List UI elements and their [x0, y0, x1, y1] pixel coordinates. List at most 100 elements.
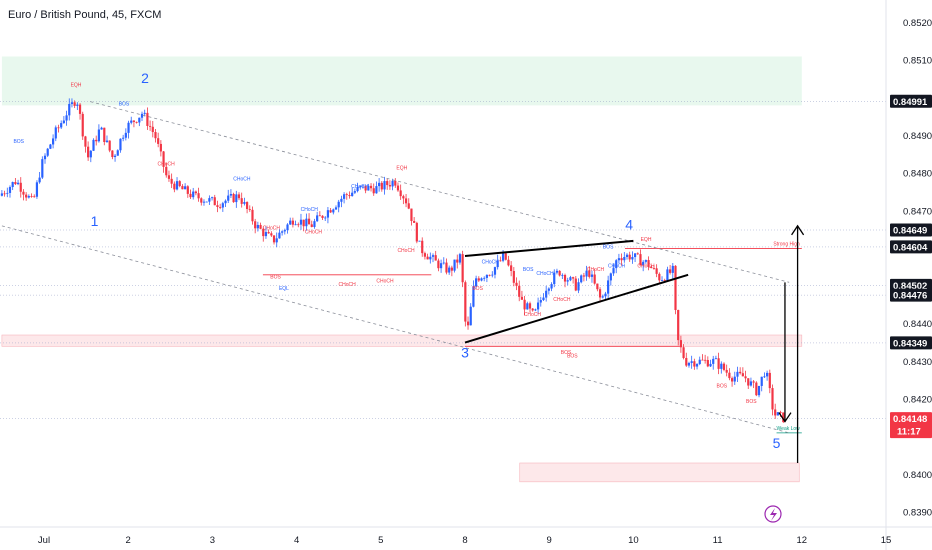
lightning-icon-bolt — [770, 508, 777, 521]
candle — [73, 100, 76, 109]
candle-body — [289, 220, 292, 225]
candle — [644, 259, 647, 264]
candle — [307, 213, 311, 225]
candle — [186, 185, 189, 198]
candle-body — [483, 277, 486, 279]
candle-body — [555, 270, 559, 273]
candle — [275, 232, 278, 248]
tag-last-price[interactable]: 0.84148 11:17 — [890, 412, 932, 439]
candle-body — [205, 201, 208, 203]
candle — [402, 194, 405, 205]
candle — [297, 222, 300, 228]
channel-bottom — [1, 225, 790, 434]
candle-body — [307, 218, 311, 225]
candle — [22, 189, 25, 201]
candle-body — [766, 372, 769, 377]
candle — [596, 283, 599, 292]
candle — [472, 280, 475, 308]
candle — [299, 213, 303, 230]
candle — [351, 187, 354, 197]
candle — [122, 134, 125, 142]
candle — [623, 252, 626, 263]
candle — [736, 366, 739, 383]
candle — [170, 173, 173, 189]
tag-price-3[interactable]: 0.84604 — [890, 240, 932, 254]
tag-price-1[interactable]: 0.84991 — [890, 94, 932, 108]
candle — [536, 297, 540, 315]
candle — [439, 259, 443, 273]
candle-body — [89, 150, 92, 158]
candle-body — [633, 253, 637, 258]
candle-body — [585, 270, 588, 277]
time-axis[interactable]: Jul 2 3 4 5 8 9 10 11 12 15 — [0, 526, 932, 546]
candle — [49, 143, 52, 150]
tag-price-6[interactable]: 0.84349 — [890, 336, 932, 350]
candle-body — [768, 372, 771, 389]
candle — [11, 181, 14, 191]
target-up-arrow-head — [791, 224, 805, 236]
candle — [372, 183, 375, 196]
candle — [289, 217, 292, 226]
candle — [340, 195, 343, 208]
candle-body — [159, 143, 162, 152]
candle-body — [162, 151, 165, 167]
candle — [485, 274, 488, 283]
candle — [747, 378, 750, 390]
target-zone — [519, 462, 800, 483]
candle — [119, 138, 122, 153]
candle-body — [192, 191, 195, 198]
candle — [84, 135, 87, 153]
candle — [380, 181, 383, 192]
candle — [208, 195, 211, 205]
candle — [375, 181, 378, 194]
smc-label-choch: CHoCH — [263, 226, 281, 232]
candle — [660, 276, 664, 282]
candle-body — [566, 280, 569, 282]
candle — [760, 376, 763, 392]
candle-body — [11, 182, 14, 188]
candle-body — [224, 200, 227, 204]
candle — [0, 190, 3, 197]
candle — [741, 367, 744, 377]
candle — [30, 193, 33, 198]
candle-body — [342, 194, 346, 199]
candle-body — [679, 340, 682, 348]
candle-body — [730, 378, 734, 382]
candle-body — [310, 224, 313, 227]
candle — [321, 215, 324, 220]
candle — [453, 259, 456, 273]
candle — [157, 132, 160, 148]
candle — [642, 260, 645, 272]
candle-body — [588, 270, 591, 277]
tag-price-5[interactable]: 0.84476 — [890, 288, 932, 302]
candle-body — [466, 321, 470, 326]
candle-body — [132, 120, 136, 122]
candle-body — [510, 265, 513, 271]
candle-body — [609, 273, 612, 281]
tag-price-4[interactable]: 0.84502 — [890, 278, 932, 292]
bos-level-label: BOS — [567, 353, 578, 359]
candle — [768, 369, 771, 394]
candle — [590, 270, 594, 283]
candle — [690, 355, 693, 369]
candle-body — [286, 224, 289, 231]
candle-body — [445, 262, 448, 273]
candle — [132, 120, 136, 128]
candle — [46, 147, 49, 158]
channel-top — [90, 101, 790, 283]
candle — [752, 379, 755, 389]
tag-price-2[interactable]: 0.84649 — [890, 223, 932, 237]
candle-body — [450, 267, 453, 271]
lightning-icon[interactable] — [764, 505, 782, 523]
candle — [313, 218, 316, 229]
smc-label-choch: CHoCH — [397, 248, 415, 254]
candle-body — [127, 122, 130, 133]
candle-body — [755, 382, 758, 396]
candle — [383, 176, 386, 195]
tag-last-price-text: 0.84148 — [893, 414, 927, 425]
candle — [601, 294, 604, 299]
